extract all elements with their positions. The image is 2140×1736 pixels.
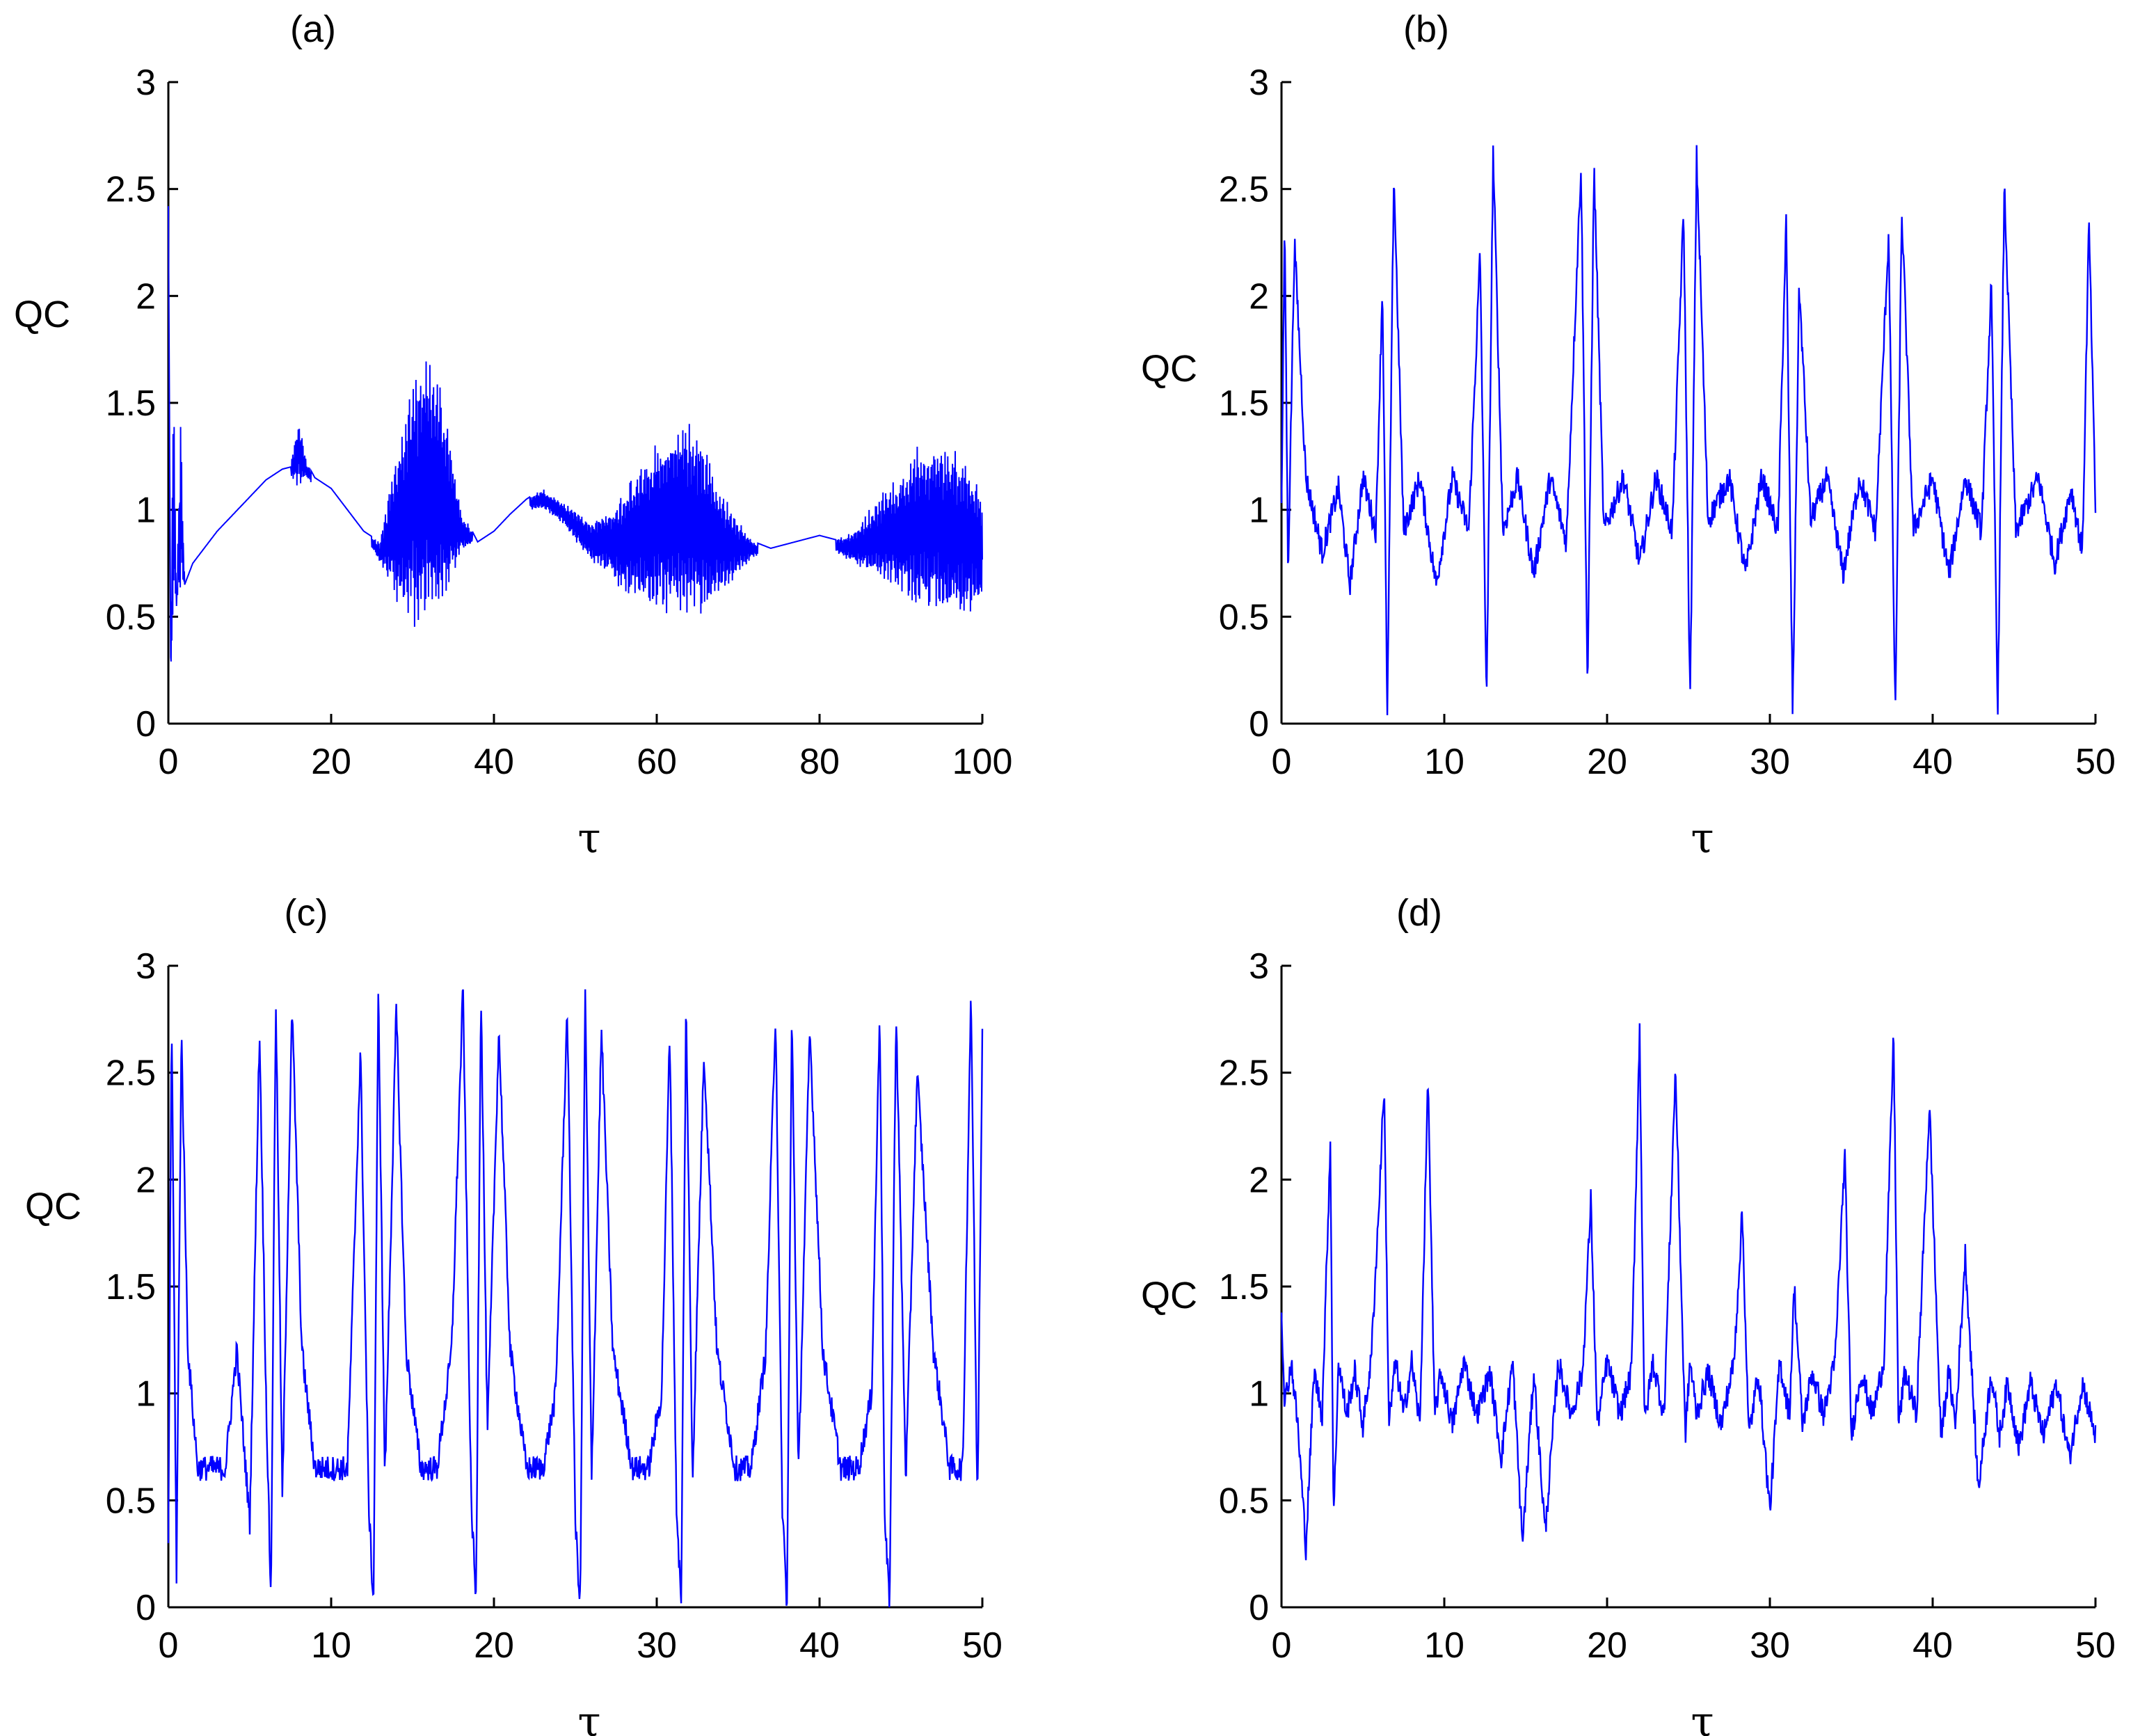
y-tick-label: 2.5	[106, 170, 156, 210]
x-tick-label: 40	[474, 742, 514, 782]
y-tick-label: 1.5	[106, 1267, 156, 1307]
y-tick-label: 2.5	[1219, 170, 1269, 210]
y-axis-label: QC	[1141, 1275, 1197, 1316]
y-tick-label: 1	[136, 1374, 156, 1415]
series-line	[167, 989, 984, 1608]
y-tick-label: 1	[136, 491, 156, 531]
y-tick-label: 1.5	[1219, 1267, 1269, 1307]
y-tick-label: 0.5	[1219, 597, 1269, 637]
x-tick-label: 40	[1913, 1625, 1953, 1666]
panel-title: (d)	[1396, 892, 1442, 934]
x-tick-label: 10	[1424, 742, 1464, 782]
y-tick-label: 2	[1249, 276, 1269, 317]
x-tick-label: 50	[2075, 742, 2116, 782]
x-tick-label: 20	[474, 1625, 514, 1666]
x-tick-label: 40	[799, 1625, 840, 1666]
x-tick-label: 20	[1587, 742, 1627, 782]
y-tick-label: 0	[1249, 704, 1269, 744]
x-tick-label: 80	[799, 742, 840, 782]
x-tick-label: 30	[637, 1625, 677, 1666]
y-tick-label: 2.5	[1219, 1053, 1269, 1094]
y-tick-label: 2	[136, 276, 156, 317]
x-tick-label: 40	[1913, 742, 1953, 782]
y-tick-label: 3	[136, 63, 156, 103]
x-tick-label: 20	[311, 742, 351, 782]
y-tick-label: 2	[136, 1160, 156, 1200]
y-tick-label: 3	[136, 946, 156, 987]
x-tick-label: 30	[1750, 742, 1790, 782]
x-tick-label: 50	[2075, 1625, 2116, 1666]
y-tick-label: 0.5	[106, 1481, 156, 1521]
x-axis-label: τ	[577, 1698, 600, 1736]
y-tick-label: 0.5	[1219, 1481, 1269, 1521]
x-axis-label: τ	[1691, 814, 1714, 863]
x-tick-label: 60	[637, 742, 677, 782]
y-tick-label: 0	[1249, 1588, 1269, 1628]
panel-title: (b)	[1403, 8, 1449, 50]
x-tick-label: 0	[159, 742, 179, 782]
x-tick-label: 0	[159, 1625, 179, 1666]
y-axis-label: QC	[25, 1186, 81, 1227]
y-tick-label: 3	[1249, 63, 1269, 103]
panel-a: (a) QC τ 0 0.5 1 1.5 2 2.5 3 0 20 40 60 80 100	[14, 8, 1012, 863]
y-tick-label: 0	[136, 1588, 156, 1628]
x-axis-label: τ	[1691, 1698, 1714, 1736]
x-axis-label: τ	[577, 814, 600, 863]
y-tick-label: 2.5	[106, 1053, 156, 1094]
y-tick-label: 2	[1249, 1160, 1269, 1200]
x-tick-label: 50	[962, 1625, 1003, 1666]
x-tick-label: 10	[1424, 1625, 1464, 1666]
x-tick-label: 0	[1272, 742, 1292, 782]
y-axis-label: QC	[14, 294, 70, 335]
x-tick-label: 30	[1750, 1625, 1790, 1666]
x-tick-label: 100	[952, 742, 1013, 782]
x-tick-label: 20	[1587, 1625, 1627, 1666]
y-tick-label: 1	[1249, 1374, 1269, 1415]
y-tick-label: 0.5	[106, 597, 156, 637]
series-line	[168, 206, 983, 662]
panel-title: (c)	[285, 892, 328, 934]
y-tick-label: 1.5	[106, 383, 156, 424]
panel-title: (a)	[290, 8, 336, 50]
x-tick-label: 0	[1272, 1625, 1292, 1666]
y-tick-label: 3	[1249, 946, 1269, 987]
y-axis-label: QC	[1141, 348, 1197, 390]
series-line	[1280, 1023, 2097, 1561]
y-tick-label: 1	[1249, 491, 1269, 531]
y-tick-label: 0	[136, 704, 156, 744]
y-tick-label: 1.5	[1219, 383, 1269, 424]
series-line	[1280, 145, 2097, 715]
x-tick-label: 10	[311, 1625, 351, 1666]
